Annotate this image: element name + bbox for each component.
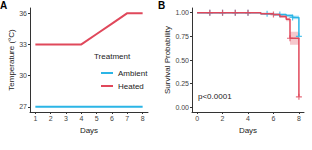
svg-text:3: 3 <box>64 115 68 122</box>
svg-text:A: A <box>0 0 7 11</box>
svg-text:Ambient: Ambient <box>118 69 148 78</box>
svg-text:4: 4 <box>79 115 83 122</box>
svg-text:7: 7 <box>125 115 129 122</box>
svg-text:36: 36 <box>19 10 27 17</box>
svg-text:6: 6 <box>272 115 276 122</box>
svg-text:4: 4 <box>246 115 250 122</box>
svg-text:Temperature (°C): Temperature (°C) <box>7 29 16 91</box>
svg-text:0.50: 0.50 <box>175 57 189 64</box>
svg-text:p<0.0001: p<0.0001 <box>198 92 232 101</box>
svg-text:1: 1 <box>33 115 37 122</box>
svg-text:0.25: 0.25 <box>175 80 189 87</box>
svg-text:Days: Days <box>80 126 98 135</box>
svg-text:6: 6 <box>110 115 114 122</box>
svg-text:Days: Days <box>239 126 257 135</box>
svg-text:Heated: Heated <box>118 82 144 91</box>
svg-text:8: 8 <box>141 115 145 122</box>
svg-text:B: B <box>158 0 165 11</box>
svg-text:2: 2 <box>221 115 225 122</box>
svg-text:27: 27 <box>19 103 27 110</box>
svg-text:8: 8 <box>297 115 301 122</box>
svg-text:30: 30 <box>19 72 27 79</box>
svg-text:2: 2 <box>49 115 53 122</box>
svg-text:5: 5 <box>95 115 99 122</box>
svg-text:0.00: 0.00 <box>175 104 189 111</box>
svg-text:Treatment: Treatment <box>94 52 131 61</box>
svg-text:0.75: 0.75 <box>175 33 189 40</box>
svg-text:33: 33 <box>19 41 27 48</box>
svg-text:1.00: 1.00 <box>175 9 189 16</box>
svg-text:0: 0 <box>195 115 199 122</box>
svg-text:Survival Probability: Survival Probability <box>163 26 172 94</box>
